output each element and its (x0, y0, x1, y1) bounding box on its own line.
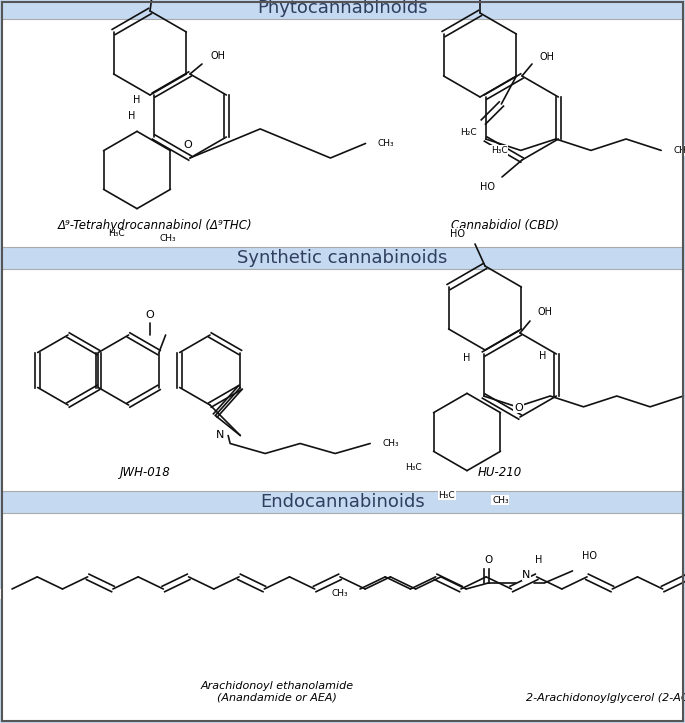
Text: O: O (484, 555, 493, 565)
Text: CH₃: CH₃ (492, 496, 509, 505)
Text: CH₃: CH₃ (332, 589, 348, 599)
Text: H₂C: H₂C (460, 127, 476, 137)
Text: JWH-018: JWH-018 (120, 466, 171, 479)
Text: Δ⁹-Tetrahydrocannabinol (Δ⁹THC): Δ⁹-Tetrahydrocannabinol (Δ⁹THC) (58, 219, 252, 232)
Text: HO: HO (480, 182, 495, 192)
Text: OH: OH (540, 52, 555, 62)
Bar (2, 269, 683, 491)
Text: H: H (128, 111, 136, 121)
Text: H: H (462, 353, 470, 363)
Text: Arachidonoyl ethanolamide
(Anandamide or AEA): Arachidonoyl ethanolamide (Anandamide or… (201, 681, 353, 703)
Text: CH₃: CH₃ (673, 146, 685, 155)
Text: O: O (145, 310, 154, 320)
Text: OH: OH (210, 51, 225, 61)
Text: HO: HO (582, 551, 597, 561)
Text: O: O (514, 403, 523, 413)
Text: HU-210: HU-210 (478, 466, 522, 479)
Text: Cannabidiol (CBD): Cannabidiol (CBD) (451, 219, 559, 232)
Text: Endocannabinoids: Endocannabinoids (260, 493, 425, 511)
Text: HO: HO (450, 229, 465, 239)
Text: CH₃: CH₃ (382, 439, 399, 448)
Bar (2, 247, 683, 269)
Bar (2, 19, 683, 247)
Text: N: N (522, 570, 531, 580)
Text: Synthetic cannabinoids: Synthetic cannabinoids (237, 249, 448, 267)
Text: CH₃: CH₃ (159, 234, 175, 243)
Text: N: N (216, 430, 225, 440)
Bar (2, 491, 683, 513)
Text: 2-Arachidonoylglycerol (2-AG): 2-Arachidonoylglycerol (2-AG) (526, 693, 685, 703)
Text: H₃C: H₃C (491, 146, 508, 155)
Bar (2, 0, 683, 19)
Text: H₃C: H₃C (108, 228, 125, 238)
Text: O: O (183, 140, 192, 150)
Text: H₃C: H₃C (438, 491, 455, 500)
Text: H: H (535, 555, 542, 565)
Text: H₃C: H₃C (405, 463, 421, 472)
Bar (2, 513, 683, 721)
Text: CH₃: CH₃ (377, 139, 394, 148)
Text: H: H (133, 95, 140, 105)
Text: H: H (539, 351, 547, 361)
Text: OH: OH (538, 307, 553, 317)
Text: Phytocannabinoids: Phytocannabinoids (257, 0, 428, 17)
